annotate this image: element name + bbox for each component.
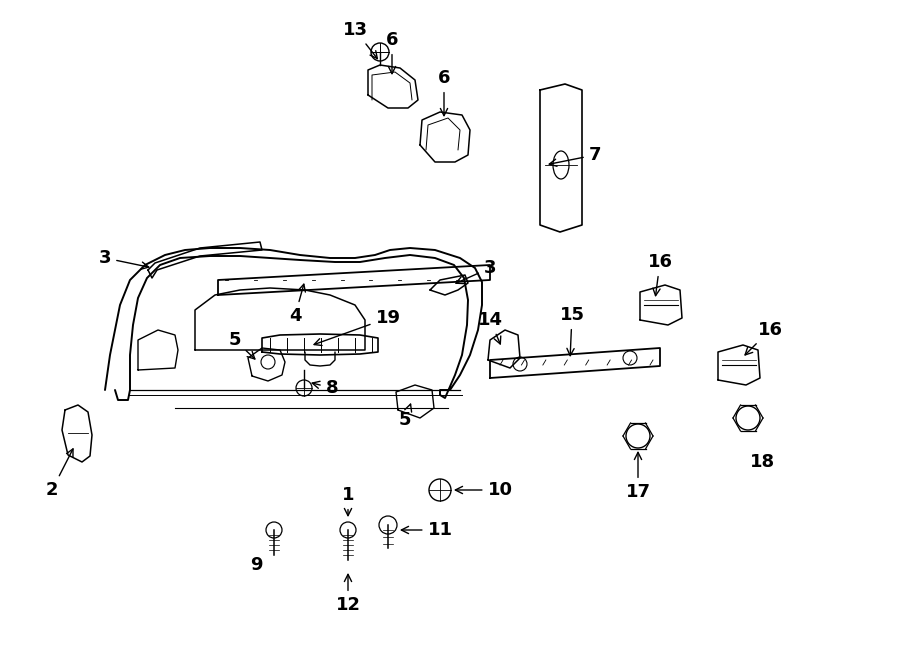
Text: 5: 5 — [229, 331, 255, 359]
Text: 3: 3 — [99, 249, 148, 269]
Text: 15: 15 — [560, 306, 584, 356]
Text: 18: 18 — [750, 453, 775, 471]
Text: 3: 3 — [456, 259, 496, 284]
Text: 10: 10 — [455, 481, 512, 499]
Text: 6: 6 — [437, 69, 450, 116]
Text: 9: 9 — [250, 556, 262, 574]
Text: 1: 1 — [342, 486, 355, 516]
Text: 2: 2 — [46, 449, 73, 499]
Text: 7: 7 — [549, 146, 601, 167]
Text: 16: 16 — [647, 253, 672, 295]
Text: 11: 11 — [401, 521, 453, 539]
Text: 13: 13 — [343, 21, 377, 59]
Text: 8: 8 — [312, 379, 338, 397]
Text: 12: 12 — [336, 574, 361, 614]
Text: 5: 5 — [399, 404, 411, 429]
Text: 4: 4 — [289, 284, 305, 325]
Text: 17: 17 — [626, 452, 651, 501]
Text: 6: 6 — [386, 31, 398, 73]
Text: 16: 16 — [745, 321, 782, 355]
Text: 19: 19 — [314, 309, 400, 346]
Text: 14: 14 — [478, 311, 502, 344]
